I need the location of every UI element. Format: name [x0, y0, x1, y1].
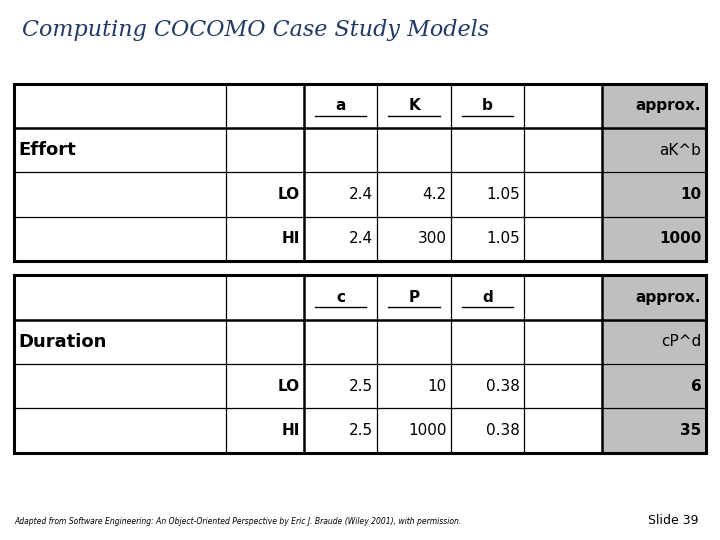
- Bar: [451, 217, 524, 261]
- Bar: [226, 128, 304, 172]
- Bar: [602, 408, 706, 453]
- Text: 2.4: 2.4: [348, 231, 373, 246]
- Text: 35: 35: [680, 423, 701, 438]
- Bar: [226, 84, 304, 128]
- Bar: [226, 172, 304, 217]
- Text: Computing COCOMO Case Study Models: Computing COCOMO Case Study Models: [22, 19, 489, 41]
- Bar: [451, 84, 524, 128]
- Bar: [602, 172, 706, 217]
- Bar: [304, 320, 377, 364]
- Text: a: a: [336, 98, 346, 113]
- Text: 10: 10: [427, 379, 446, 394]
- Bar: [524, 408, 602, 453]
- Text: K: K: [408, 98, 420, 113]
- Bar: [377, 172, 451, 217]
- Text: HI: HI: [281, 423, 300, 438]
- Text: 1.05: 1.05: [486, 187, 520, 202]
- Bar: [304, 84, 377, 128]
- Bar: [14, 275, 226, 320]
- Bar: [451, 128, 524, 172]
- Bar: [451, 364, 524, 408]
- Text: LO: LO: [277, 187, 300, 202]
- Bar: [14, 364, 226, 408]
- Text: 10: 10: [680, 187, 701, 202]
- Bar: [602, 217, 706, 261]
- Text: 1000: 1000: [408, 423, 446, 438]
- Bar: [524, 320, 602, 364]
- Text: 2.4: 2.4: [348, 187, 373, 202]
- Bar: [14, 408, 226, 453]
- Bar: [377, 128, 451, 172]
- Bar: [14, 172, 226, 217]
- Bar: [14, 320, 226, 364]
- Text: Slide 39: Slide 39: [648, 514, 698, 526]
- Bar: [377, 275, 451, 320]
- Bar: [14, 84, 706, 261]
- Bar: [377, 364, 451, 408]
- Bar: [451, 408, 524, 453]
- Text: 6: 6: [690, 379, 701, 394]
- Bar: [14, 217, 226, 261]
- Text: LO: LO: [277, 379, 300, 394]
- Bar: [14, 275, 706, 453]
- Text: Effort: Effort: [19, 141, 76, 159]
- Bar: [602, 128, 706, 172]
- Bar: [524, 128, 602, 172]
- Bar: [524, 275, 602, 320]
- Bar: [524, 84, 602, 128]
- Bar: [304, 275, 377, 320]
- Text: P: P: [408, 290, 420, 305]
- Bar: [602, 364, 706, 408]
- Bar: [377, 84, 451, 128]
- Bar: [524, 217, 602, 261]
- Text: approx.: approx.: [636, 98, 701, 113]
- Text: 0.38: 0.38: [486, 379, 520, 394]
- Bar: [524, 364, 602, 408]
- Text: c: c: [336, 290, 345, 305]
- Text: 4.2: 4.2: [422, 187, 446, 202]
- Bar: [226, 320, 304, 364]
- Bar: [304, 172, 377, 217]
- Text: 1000: 1000: [659, 231, 701, 246]
- Bar: [602, 275, 706, 320]
- Bar: [377, 320, 451, 364]
- Bar: [226, 408, 304, 453]
- Text: b: b: [482, 98, 493, 113]
- Bar: [14, 84, 226, 128]
- Text: 0.38: 0.38: [486, 423, 520, 438]
- Bar: [602, 84, 706, 128]
- Bar: [14, 128, 226, 172]
- Bar: [226, 217, 304, 261]
- Text: HI: HI: [281, 231, 300, 246]
- Bar: [304, 217, 377, 261]
- Bar: [226, 364, 304, 408]
- Text: approx.: approx.: [636, 290, 701, 305]
- Text: 300: 300: [418, 231, 446, 246]
- Text: cP^d: cP^d: [661, 334, 701, 349]
- Bar: [377, 408, 451, 453]
- Text: Duration: Duration: [19, 333, 107, 351]
- Bar: [304, 408, 377, 453]
- Bar: [304, 128, 377, 172]
- Bar: [524, 172, 602, 217]
- Bar: [451, 275, 524, 320]
- Text: d: d: [482, 290, 492, 305]
- Bar: [377, 217, 451, 261]
- Text: aK^b: aK^b: [660, 143, 701, 158]
- Bar: [451, 172, 524, 217]
- Text: 2.5: 2.5: [348, 423, 373, 438]
- Text: Adapted from Software Engineering: An Object-Oriented Perspective by Eric J. Bra: Adapted from Software Engineering: An Ob…: [14, 517, 462, 526]
- Text: 1.05: 1.05: [486, 231, 520, 246]
- Text: 2.5: 2.5: [348, 379, 373, 394]
- Bar: [451, 320, 524, 364]
- Bar: [602, 320, 706, 364]
- Bar: [226, 275, 304, 320]
- Bar: [304, 364, 377, 408]
